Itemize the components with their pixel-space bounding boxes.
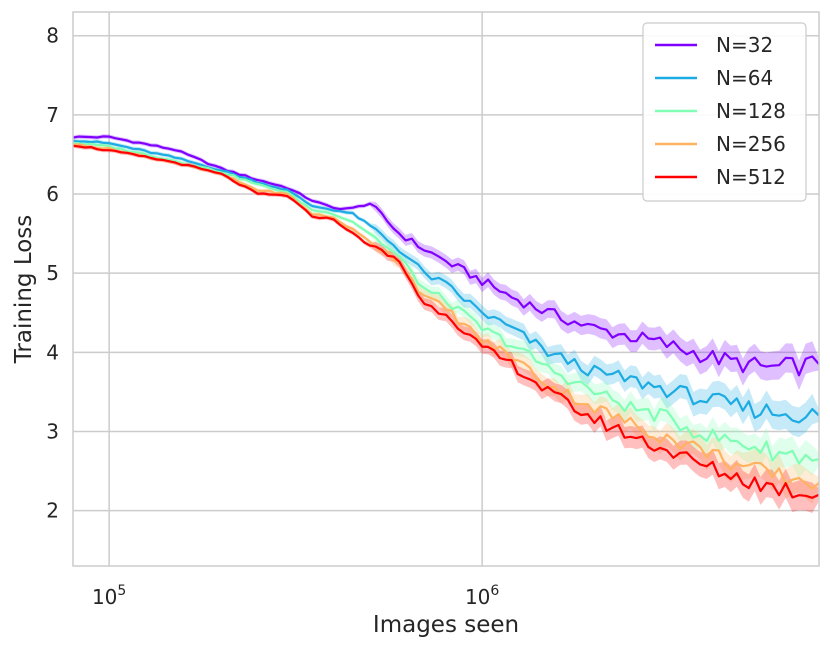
plot-frame bbox=[72, 11, 820, 567]
legend-label: N=256 bbox=[716, 132, 786, 156]
legend-label: N=128 bbox=[716, 99, 786, 123]
y-tick-label: 7 bbox=[46, 103, 59, 127]
legend-box bbox=[642, 22, 807, 202]
legend-label: N=64 bbox=[716, 66, 773, 90]
series-lines bbox=[72, 135, 820, 499]
legend: N=32 N=64 N=128 N=256 N=512 bbox=[642, 22, 807, 202]
y-tick-label: 8 bbox=[46, 24, 59, 48]
y-axis-label: Training Loss bbox=[11, 215, 37, 365]
x-axis-label: Images seen bbox=[373, 612, 519, 638]
y-tick-label: 6 bbox=[46, 182, 59, 206]
y-tick-label: 3 bbox=[46, 419, 59, 443]
x-tick-label: 106 bbox=[465, 583, 499, 609]
y-tick-label: 2 bbox=[46, 499, 59, 523]
series-line bbox=[72, 135, 820, 377]
legend-label: N=512 bbox=[716, 165, 786, 189]
x-tick-label: 105 bbox=[92, 583, 126, 609]
y-tick-labels: 2 3 4 5 6 7 8 bbox=[46, 24, 59, 523]
confidence-band bbox=[73, 143, 819, 513]
x-tick-labels: 105 106 bbox=[92, 583, 499, 609]
y-tick-label: 5 bbox=[46, 261, 59, 285]
confidence-band bbox=[73, 139, 819, 438]
confidence-band bbox=[73, 140, 819, 479]
y-tick-label: 4 bbox=[46, 340, 59, 364]
series-line bbox=[72, 144, 820, 499]
legend-label: N=32 bbox=[716, 33, 773, 57]
series-line bbox=[72, 140, 820, 424]
confidence-band bbox=[73, 142, 819, 504]
